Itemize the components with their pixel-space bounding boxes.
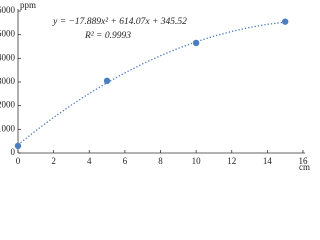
chart: ppm cm y = −17.889x² + 614.07x + 345.52 … — [0, 0, 310, 172]
page: ppm cm y = −17.889x² + 614.07x + 345.52 … — [0, 0, 310, 173]
x-tick-label: 6 — [123, 156, 128, 166]
x-tick-label: 2 — [51, 156, 56, 166]
data-point — [192, 39, 200, 47]
x-tick-label: 12 — [227, 156, 236, 166]
data-point — [281, 18, 289, 25]
y-tick-label: 1000 — [0, 123, 16, 133]
x-tick-label: 16 — [299, 156, 309, 166]
x-tick-label: 4 — [87, 156, 92, 166]
y-tick-label: 4000 — [0, 52, 16, 62]
data-point — [103, 77, 111, 85]
x-axis-label: cm — [299, 162, 310, 172]
equation: y = −17.889x² + 614.07x + 345.52 — [52, 17, 187, 27]
r-squared: R² = 0.9993 — [84, 31, 131, 41]
trendline — [17, 21, 286, 146]
x-tick-label: 8 — [158, 156, 163, 166]
x-tick-label: 0 — [16, 156, 21, 166]
y-tick-label: 2000 — [0, 100, 16, 110]
y-tick-label: 6000 — [0, 5, 16, 15]
y-tick-label: 0 — [11, 147, 16, 157]
y-axis-label: ppm — [20, 0, 36, 10]
x-tick-label: 10 — [192, 156, 202, 166]
data-point — [14, 142, 22, 150]
y-tick-label: 5000 — [0, 29, 16, 39]
x-tick-label: 14 — [263, 156, 273, 166]
